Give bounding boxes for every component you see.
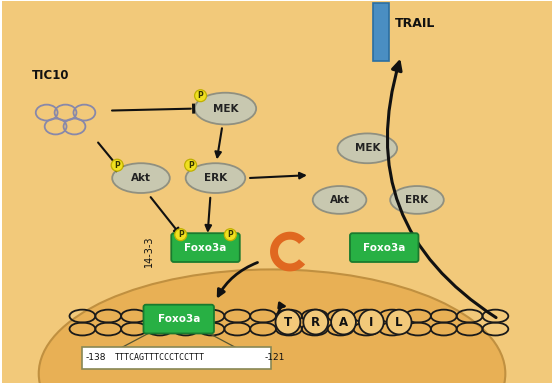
Text: I: I	[369, 316, 373, 329]
FancyBboxPatch shape	[350, 233, 418, 262]
Text: L: L	[396, 316, 403, 329]
Text: P: P	[228, 230, 233, 239]
Ellipse shape	[390, 186, 444, 214]
FancyArrowPatch shape	[218, 263, 258, 296]
FancyArrowPatch shape	[250, 173, 305, 179]
Text: ERK: ERK	[204, 173, 227, 183]
Text: Foxo3a: Foxo3a	[184, 243, 227, 253]
Circle shape	[224, 229, 237, 241]
Ellipse shape	[275, 310, 300, 334]
FancyArrowPatch shape	[151, 197, 179, 233]
Circle shape	[184, 159, 197, 171]
Bar	[373, 3, 389, 61]
FancyBboxPatch shape	[143, 305, 214, 333]
Text: TIC10: TIC10	[32, 69, 69, 82]
FancyArrowPatch shape	[387, 62, 496, 318]
FancyArrowPatch shape	[98, 142, 117, 166]
Text: P: P	[188, 161, 193, 170]
FancyArrowPatch shape	[206, 198, 211, 230]
Text: Foxo3a: Foxo3a	[157, 314, 200, 324]
Circle shape	[175, 229, 187, 241]
Ellipse shape	[39, 270, 505, 384]
Circle shape	[194, 90, 207, 102]
Text: ERK: ERK	[406, 195, 429, 205]
FancyBboxPatch shape	[171, 233, 240, 262]
Text: P: P	[198, 91, 203, 100]
Text: R: R	[311, 316, 320, 329]
Text: 14-3-3: 14-3-3	[144, 236, 154, 267]
Ellipse shape	[194, 93, 256, 124]
Text: Akt: Akt	[131, 173, 151, 183]
Ellipse shape	[359, 310, 384, 334]
FancyBboxPatch shape	[83, 347, 271, 369]
Ellipse shape	[331, 310, 356, 334]
Ellipse shape	[303, 310, 328, 334]
Text: T: T	[284, 316, 292, 329]
Text: Foxo3a: Foxo3a	[363, 243, 406, 253]
Circle shape	[111, 159, 123, 171]
FancyArrowPatch shape	[216, 128, 222, 157]
Text: MEK: MEK	[355, 143, 380, 153]
Text: P: P	[114, 161, 120, 170]
Text: -138: -138	[85, 353, 106, 362]
Ellipse shape	[186, 163, 245, 193]
Text: TRAIL: TRAIL	[395, 17, 435, 30]
Text: -121: -121	[264, 353, 284, 362]
Polygon shape	[270, 232, 305, 271]
Text: Akt: Akt	[330, 195, 350, 205]
Ellipse shape	[112, 163, 170, 193]
Ellipse shape	[387, 310, 412, 334]
FancyArrowPatch shape	[112, 109, 191, 111]
Ellipse shape	[337, 133, 397, 163]
Text: MEK: MEK	[213, 104, 238, 114]
Text: A: A	[339, 316, 348, 329]
Text: TTTCAGTTTCCCTCCTTT: TTTCAGTTTCCCTCCTTT	[115, 353, 205, 362]
Text: P: P	[178, 230, 183, 239]
Ellipse shape	[313, 186, 366, 214]
